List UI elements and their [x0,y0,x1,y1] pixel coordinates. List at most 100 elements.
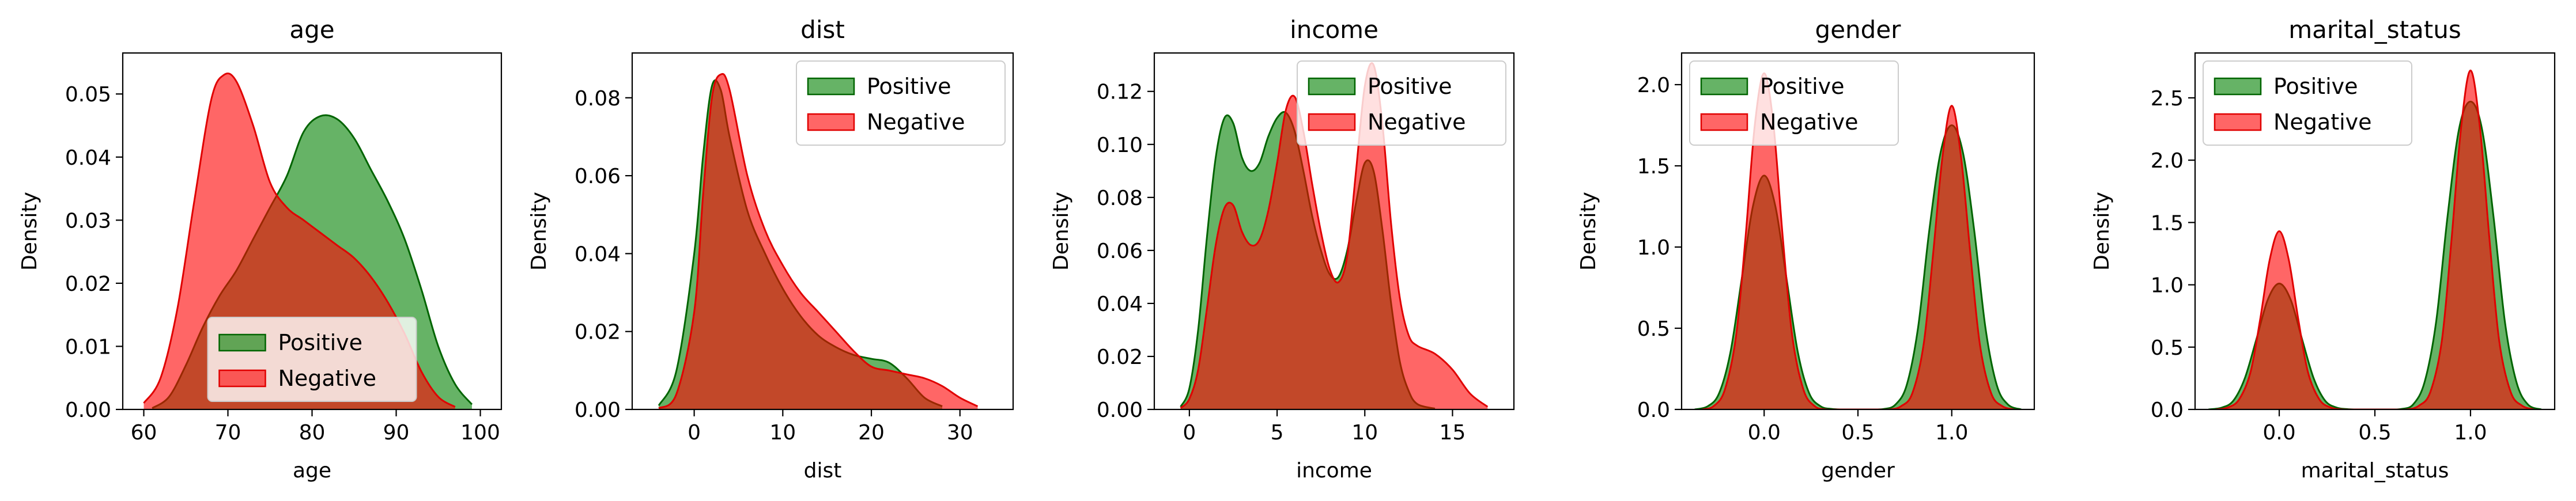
y-tick-label: 1.5 [2151,211,2184,235]
y-tick-label: 0.06 [575,165,621,188]
legend: Positive Negative [796,60,1006,146]
y-tick-label: 0.01 [65,335,111,359]
legend-swatch-positive [1700,77,1748,96]
y-tick-label: 0.00 [575,398,621,422]
subplot-marital-status: 0.0 0.5 1.0 0.0 0.5 1.0 1.5 2.0 2.5 marital_statu… [2090,16,2556,483]
y-tick-label: 1.0 [1637,236,1670,260]
y-tick-label: 0.0 [1637,398,1670,422]
legend-label-negative: Negative [1368,109,1466,135]
subplot-title: age [289,16,334,44]
y-tick-label: 0.5 [2151,336,2184,360]
x-axis-label: dist [804,459,842,483]
legend-label-positive: Positive [867,74,951,99]
legend: Positive Negative [1689,60,1899,146]
legend-label-negative: Negative [1760,109,1859,135]
y-tick-label: 0.02 [65,272,111,296]
legend-swatch-negative [218,369,266,388]
density-line-negative [1180,62,1489,409]
legend-swatch-positive [218,333,266,352]
legend-swatch-negative [1308,113,1356,131]
subplot-age: 60 70 80 90 100 0.00 0.01 0.02 0.03 0.04 0.05 age ag… [18,16,503,483]
y-axis-label: Density [1577,192,1600,271]
legend: Positive Negative [1297,60,1506,146]
x-tick-label: 90 [383,421,410,445]
density-area-negative [1702,73,2014,409]
x-tick-label: 30 [947,421,973,445]
y-tick-label: 0.00 [1097,398,1143,422]
subplot-gender: 0.0 0.5 1.0 0.0 0.5 1.0 1.5 2.0 gender gender Dens… [1577,16,2035,483]
legend-swatch-negative [1700,113,1748,131]
legend-label-positive: Positive [2273,74,2358,99]
x-tick-label: 1.0 [1935,421,1968,445]
x-tick-label: 5 [1271,421,1284,445]
y-axis-label: Density [527,192,551,271]
density-line-negative [658,73,979,409]
density-area-negative [2216,70,2534,409]
x-tick-label: 10 [1351,421,1378,445]
legend-swatch-negative [807,113,855,131]
legend-label-positive: Positive [1368,74,1452,99]
legend-label-negative: Negative [278,366,377,391]
x-tick-label: 0.0 [1748,421,1781,445]
x-tick-label: 20 [858,421,885,445]
legend-label-negative: Negative [867,109,965,135]
y-axis-label: Density [18,192,41,271]
subplot-title: income [1290,16,1378,44]
y-axis-label: Density [2090,192,2114,271]
subplot-title: gender [1815,16,1902,44]
density-line-negative [2216,69,2534,409]
y-tick-label: 2.5 [2151,87,2184,111]
density-line-negative [1702,72,2014,409]
y-tick-label: 1.0 [2151,274,2184,298]
axes-frame [1153,52,1515,411]
x-tick-label: 10 [769,421,796,445]
x-tick-label: 0.5 [2358,421,2391,445]
x-tick-label: 0 [1183,421,1196,445]
x-tick-label: 15 [1440,421,1466,445]
x-axis-label: age [293,459,331,483]
legend: Positive Negative [2203,60,2412,146]
y-tick-label: 0.04 [65,146,111,170]
y-tick-label: 0.0 [2151,398,2184,422]
y-tick-label: 0.04 [1097,293,1143,316]
legend: Positive Negative [207,317,417,402]
y-tick-label: 2.0 [1637,74,1670,97]
y-tick-label: 0.02 [1097,346,1143,369]
axes-frame [631,52,1014,411]
y-tick-label: 0.02 [575,321,621,344]
legend-swatch-positive [807,77,855,96]
x-tick-label: 0.5 [1841,421,1874,445]
subplot-income: 0 5 10 15 0.00 0.02 0.04 0.06 0.08 0.10 0.12 income… [1049,16,1515,483]
legend-label-negative: Negative [2273,109,2372,135]
y-tick-label: 1.5 [1637,155,1670,179]
y-tick-label: 0.00 [65,398,111,422]
y-tick-label: 0.06 [1097,240,1143,263]
y-tick-label: 0.08 [575,87,621,111]
legend-swatch-positive [2214,77,2262,96]
y-tick-label: 0.04 [575,242,621,266]
x-axis-label: gender [1821,459,1895,483]
subplot-title: marital_status [2288,16,2461,44]
legend-label-positive: Positive [278,330,363,355]
x-tick-label: 0 [688,421,701,445]
y-tick-label: 0.12 [1097,81,1143,104]
subplot-title: dist [800,16,845,44]
x-tick-label: 100 [460,421,500,445]
x-tick-label: 1.0 [2454,421,2487,445]
y-tick-label: 2.0 [2151,149,2184,173]
y-tick-label: 0.5 [1637,317,1670,341]
legend-swatch-negative [2214,113,2262,131]
y-axis-label: Density [1049,192,1073,271]
y-tick-label: 0.10 [1097,134,1143,157]
subplot-dist: 0 10 20 30 0.00 0.02 0.04 0.06 0.08 dist dist Densi… [527,16,1014,483]
x-axis-label: income [1296,459,1372,483]
density-area-negative [1180,63,1488,409]
legend-label-positive: Positive [1760,74,1845,99]
y-tick-label: 0.08 [1097,187,1143,210]
x-tick-label: 80 [299,421,326,445]
y-tick-label: 0.03 [65,209,111,233]
legend-swatch-positive [1308,77,1356,96]
x-tick-label: 70 [215,421,241,445]
x-axis-label: marital_status [2301,459,2449,483]
